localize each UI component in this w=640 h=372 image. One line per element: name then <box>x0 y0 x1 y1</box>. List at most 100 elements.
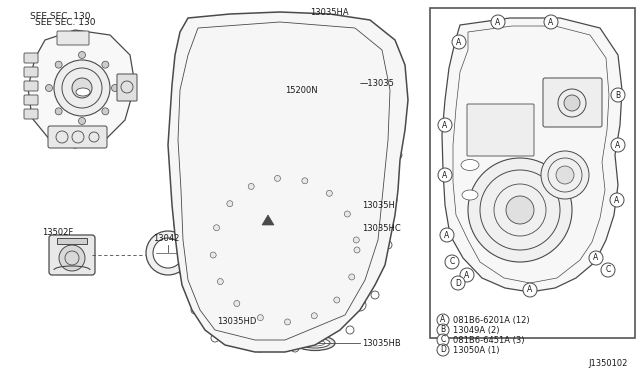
Circle shape <box>176 86 184 94</box>
Ellipse shape <box>76 88 90 96</box>
Circle shape <box>286 16 294 24</box>
Circle shape <box>338 183 362 207</box>
Circle shape <box>72 78 92 98</box>
FancyBboxPatch shape <box>24 95 38 105</box>
Text: A: A <box>616 141 621 150</box>
Circle shape <box>55 108 62 115</box>
Circle shape <box>589 251 603 265</box>
Text: A: A <box>444 231 450 240</box>
Polygon shape <box>28 30 135 148</box>
Circle shape <box>241 18 249 26</box>
Circle shape <box>326 190 332 196</box>
FancyBboxPatch shape <box>117 74 137 101</box>
Circle shape <box>291 344 299 352</box>
Circle shape <box>389 196 397 204</box>
Circle shape <box>308 71 332 95</box>
Circle shape <box>55 61 62 68</box>
Bar <box>282 64 354 102</box>
Circle shape <box>172 176 180 184</box>
Circle shape <box>371 291 379 299</box>
Circle shape <box>346 326 354 334</box>
Text: 081B6-6451A (3): 081B6-6451A (3) <box>453 336 525 344</box>
Text: A: A <box>456 38 461 46</box>
FancyBboxPatch shape <box>48 126 107 148</box>
Ellipse shape <box>371 165 385 175</box>
Text: 13035HC: 13035HC <box>362 224 401 232</box>
Circle shape <box>102 108 109 115</box>
Text: 15200N: 15200N <box>285 86 317 94</box>
Circle shape <box>218 279 223 285</box>
FancyBboxPatch shape <box>543 78 602 127</box>
Circle shape <box>174 221 182 229</box>
Circle shape <box>364 29 372 37</box>
Text: SEE SEC. 130: SEE SEC. 130 <box>35 17 95 26</box>
Polygon shape <box>168 12 408 352</box>
Circle shape <box>311 313 317 319</box>
Text: C: C <box>605 266 611 275</box>
Text: A: A <box>440 315 445 324</box>
Polygon shape <box>262 215 274 225</box>
Circle shape <box>318 163 382 227</box>
Circle shape <box>211 334 219 342</box>
Text: B: B <box>440 326 445 334</box>
Text: —13035: —13035 <box>360 78 395 87</box>
FancyBboxPatch shape <box>248 335 262 345</box>
Circle shape <box>146 231 190 275</box>
Text: J1350102: J1350102 <box>589 359 628 368</box>
Text: C: C <box>449 257 454 266</box>
Circle shape <box>102 61 109 68</box>
Circle shape <box>111 84 118 92</box>
Circle shape <box>506 196 534 224</box>
Circle shape <box>354 247 360 253</box>
Bar <box>430 8 635 338</box>
FancyBboxPatch shape <box>467 104 534 156</box>
Text: 13035HB: 13035HB <box>362 339 401 347</box>
Circle shape <box>556 166 574 184</box>
Ellipse shape <box>462 190 478 200</box>
Circle shape <box>347 105 363 121</box>
Circle shape <box>334 297 340 303</box>
Circle shape <box>349 274 355 280</box>
Circle shape <box>285 319 291 325</box>
Circle shape <box>437 314 449 326</box>
Circle shape <box>438 168 452 182</box>
Text: A: A <box>465 270 470 279</box>
Circle shape <box>460 268 474 282</box>
Circle shape <box>437 324 449 336</box>
FancyBboxPatch shape <box>57 31 89 45</box>
Circle shape <box>248 183 254 189</box>
Circle shape <box>234 301 240 307</box>
Circle shape <box>214 225 220 231</box>
Circle shape <box>317 80 323 86</box>
Circle shape <box>394 151 402 159</box>
Circle shape <box>181 44 189 52</box>
Ellipse shape <box>221 168 243 182</box>
Text: D: D <box>440 346 446 355</box>
Circle shape <box>298 45 308 55</box>
Text: 13042: 13042 <box>153 234 179 243</box>
Text: B: B <box>616 90 621 99</box>
Circle shape <box>313 76 327 90</box>
FancyBboxPatch shape <box>239 119 336 186</box>
Ellipse shape <box>295 336 335 350</box>
Circle shape <box>173 131 181 139</box>
Text: A: A <box>614 196 620 205</box>
Circle shape <box>249 324 261 336</box>
Text: 13035H: 13035H <box>362 201 395 209</box>
Circle shape <box>452 35 466 49</box>
Circle shape <box>227 201 233 207</box>
Circle shape <box>601 263 615 277</box>
Circle shape <box>611 88 625 102</box>
Circle shape <box>210 175 360 325</box>
Bar <box>57 238 87 244</box>
Text: 13502F: 13502F <box>42 228 73 237</box>
Circle shape <box>491 15 505 29</box>
FancyBboxPatch shape <box>24 81 38 91</box>
Text: D: D <box>455 279 461 288</box>
Ellipse shape <box>192 225 208 235</box>
Circle shape <box>210 252 216 258</box>
Circle shape <box>257 315 264 321</box>
Circle shape <box>445 255 459 269</box>
Circle shape <box>451 276 465 290</box>
Circle shape <box>610 193 624 207</box>
